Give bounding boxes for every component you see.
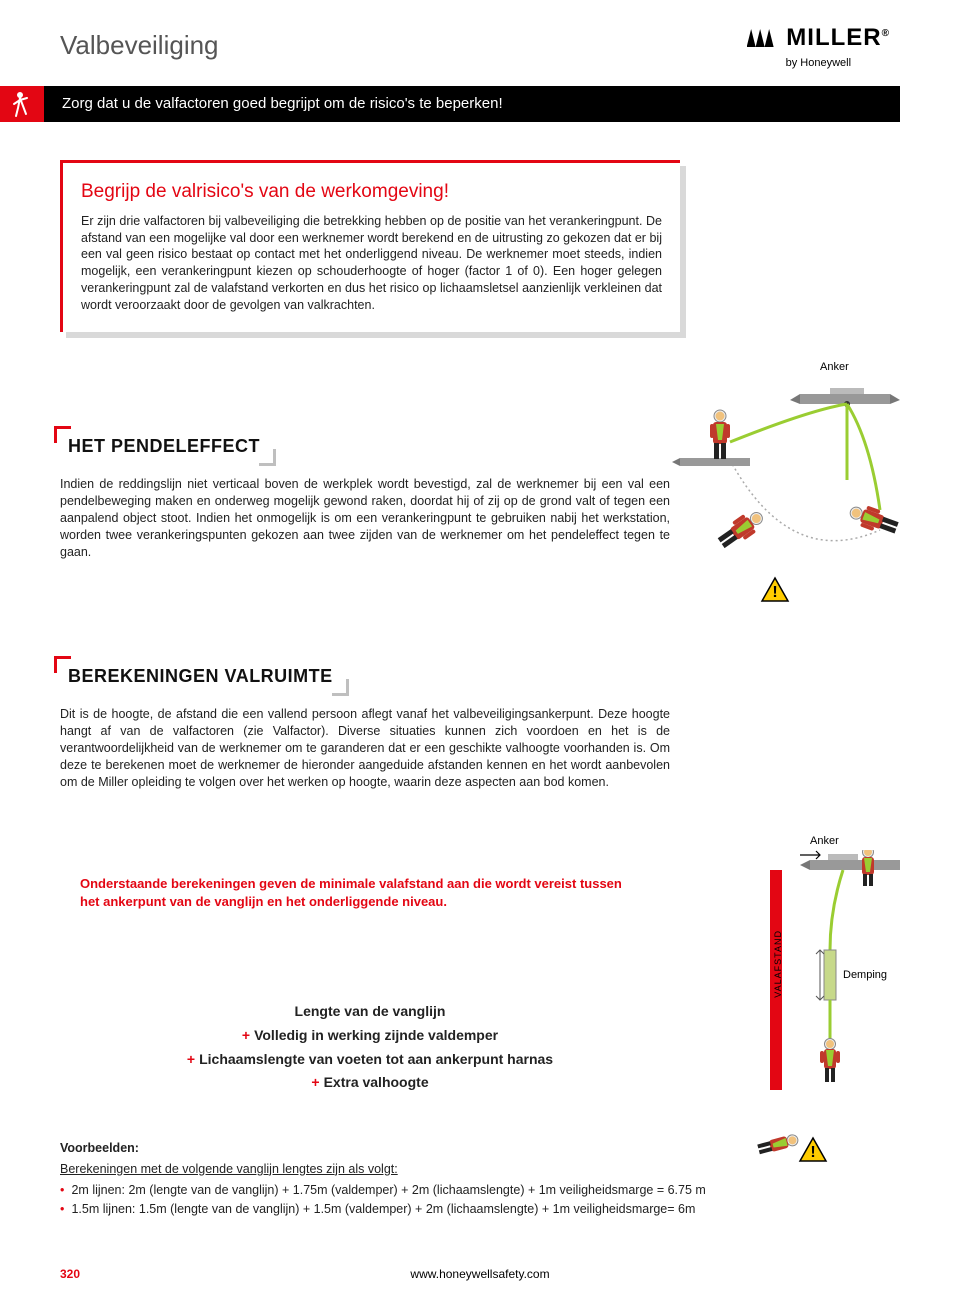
intro-box: Begrijp de valrisico's van de werkomgevi… <box>60 160 680 332</box>
svg-text:!: ! <box>810 1144 815 1161</box>
anker-label-1: Anker <box>820 360 849 375</box>
page-title: Valbeveiliging <box>60 28 219 63</box>
svg-text:!: ! <box>772 584 777 601</box>
formula-line-2: +Volledig in werking zijnde valdemper <box>120 1024 620 1048</box>
formula-l2-text: Volledig in werking zijnde valdemper <box>254 1027 498 1043</box>
formula-l4-text: Extra valhoogte <box>324 1074 429 1090</box>
example-line-2: • 1.5m lijnen: 1.5m (lengte van de vangl… <box>60 1201 880 1218</box>
formula-line-1: Lengte van de vanglijn <box>120 1000 620 1024</box>
pendel-heading: HET PENDELEFFECT <box>60 430 270 462</box>
pendel-body: Indien de reddingslijn niet verticaal bo… <box>60 476 670 560</box>
example-line-1: • 2m lijnen: 2m (lengte van de vanglijn)… <box>60 1182 880 1199</box>
banner-text: Zorg dat u de valfactoren goed begrijpt … <box>44 94 503 114</box>
valruimte-heading: BEREKENINGEN VALRUIMTE <box>60 660 343 692</box>
logo-byline: by Honeywell <box>747 56 890 71</box>
example-1-text: 2m lijnen: 2m (lengte van de vanglijn) +… <box>71 1183 705 1197</box>
section-pendeleffect: HET PENDELEFFECT Indien de reddingslijn … <box>60 430 670 561</box>
example-2-text: 1.5m lijnen: 1.5m (lengte van de vanglij… <box>71 1202 695 1216</box>
person-falling-icon <box>0 86 44 122</box>
logo-trademark: ® <box>882 28 890 39</box>
svg-text:Demping: Demping <box>843 969 887 981</box>
logo-brand: MILLER® <box>747 22 890 54</box>
clearance-illustration: Anker Demping <box>700 850 900 1180</box>
formula-l3-text: Lichaamslengte van voeten tot aan ankerp… <box>199 1051 553 1067</box>
intro-heading: Begrijp de valrisico's van de werkomgevi… <box>81 179 662 205</box>
warning-banner: Zorg dat u de valfactoren goed begrijpt … <box>0 86 900 122</box>
pendulum-illustration: Anker <box>670 380 900 610</box>
anker-label-2: Anker <box>810 834 839 849</box>
footer-url: www.honeywellsafety.com <box>0 1266 960 1282</box>
logo-brand-text: MILLER <box>786 24 881 51</box>
formula-line-4: +Extra valhoogte <box>120 1071 620 1095</box>
intro-body: Er zijn drie valfactoren bij valbeveilig… <box>81 213 662 314</box>
formula-line-3: +Lichaamslengte van voeten tot aan anker… <box>120 1048 620 1072</box>
formula-block: Lengte van de vanglijn +Volledig in werk… <box>120 1000 620 1095</box>
valafstand-label: VALAFSTAND <box>772 930 784 998</box>
red-callout: Onderstaande berekeningen geven de minim… <box>80 875 640 910</box>
brand-logo: MILLER® by Honeywell <box>747 22 890 71</box>
valruimte-body: Dit is de hoogte, de afstand die een val… <box>60 706 670 790</box>
section-valruimte: BEREKENINGEN VALRUIMTE Dit is de hoogte,… <box>60 660 670 791</box>
